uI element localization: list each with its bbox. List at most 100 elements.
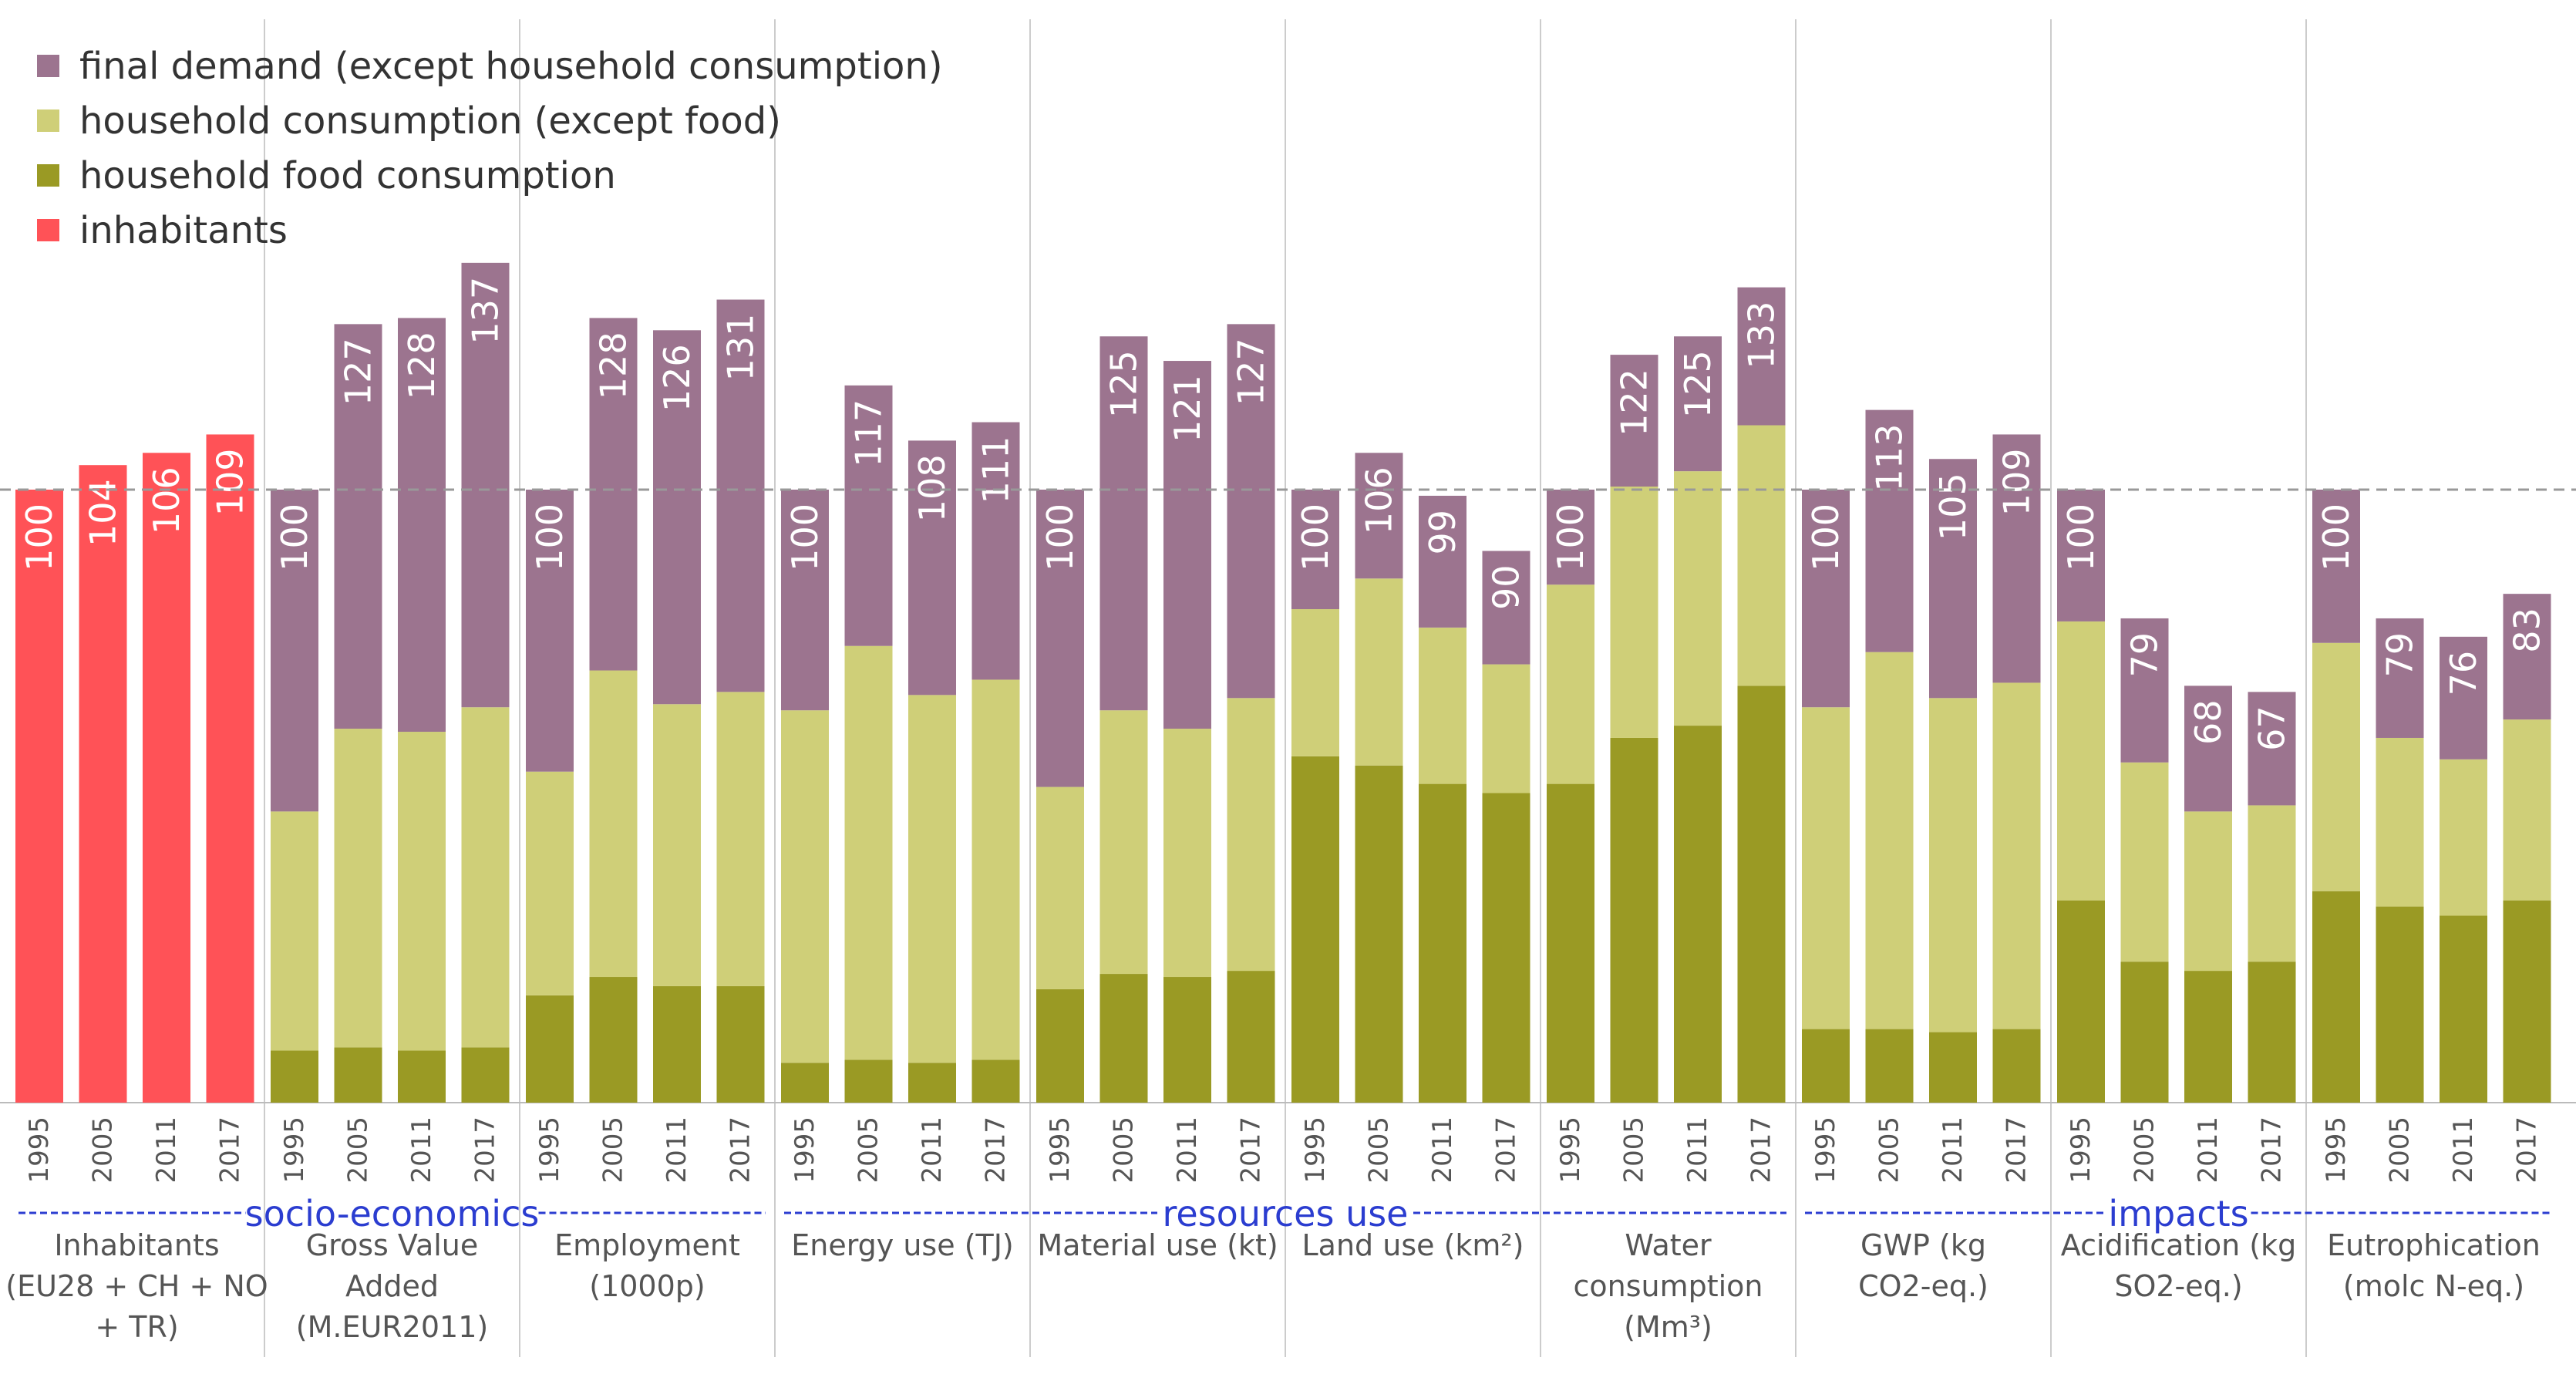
bar-segment-final-demand bbox=[1482, 551, 1530, 665]
bar-segment-food bbox=[1482, 793, 1530, 1103]
bar-segment-final-demand bbox=[2184, 685, 2232, 812]
legend-swatch bbox=[37, 55, 59, 77]
bar-segment-food bbox=[844, 1059, 893, 1103]
indicator-label: GWP (kg bbox=[1860, 1228, 1986, 1262]
bar-value-label: 76 bbox=[2443, 651, 2484, 696]
year-tick-label: 2011 bbox=[1172, 1117, 1203, 1184]
year-tick-label: 1995 bbox=[1045, 1117, 1076, 1184]
bar-value-label: 100 bbox=[2315, 504, 2357, 571]
bar-value-label: 108 bbox=[911, 454, 953, 522]
year-tick-label: 1995 bbox=[279, 1117, 310, 1184]
bar-segment-household bbox=[716, 692, 765, 986]
bar-value-label: 67 bbox=[2251, 706, 2293, 751]
legend-label: inhabitants bbox=[79, 208, 288, 252]
year-tick-label: 2017 bbox=[1236, 1117, 1267, 1184]
bar-segment-household bbox=[1227, 698, 1275, 972]
bar-segment-food bbox=[461, 1047, 510, 1103]
bar-segment-household bbox=[1547, 584, 1594, 784]
bar-segment-food bbox=[1547, 783, 1594, 1103]
bar-segment-household bbox=[653, 704, 701, 986]
bar-segment-household bbox=[589, 670, 638, 978]
bar-segment-food bbox=[271, 1050, 318, 1103]
bar-segment-final-demand bbox=[1547, 490, 1594, 585]
bar-segment-household bbox=[1737, 425, 1786, 686]
bar-segment-final-demand bbox=[2248, 692, 2296, 806]
bar-segment-household bbox=[2376, 737, 2424, 907]
bar-segment-final-demand bbox=[1737, 287, 1786, 426]
bar-segment-household bbox=[334, 729, 382, 1048]
bar-segment-food bbox=[1674, 726, 1722, 1103]
bar-segment-household bbox=[908, 695, 956, 1063]
bar-segment-household bbox=[1482, 664, 1530, 793]
bar-segment-food bbox=[2440, 915, 2487, 1103]
bar-segment-food bbox=[1099, 974, 1148, 1103]
bar-inhabitants bbox=[206, 434, 254, 1103]
bar-segment-household bbox=[971, 679, 1020, 1060]
year-tick-label: 2017 bbox=[470, 1117, 501, 1184]
year-tick-label: 2005 bbox=[343, 1117, 374, 1184]
bar-segment-food bbox=[1610, 737, 1658, 1103]
bar-segment-final-demand bbox=[1610, 355, 1658, 487]
bar-value-label: 127 bbox=[1231, 338, 1272, 406]
bar-segment-household bbox=[2312, 642, 2360, 891]
bar-segment-household bbox=[1610, 487, 1658, 738]
indicator-label: Land use (km²) bbox=[1302, 1228, 1524, 1262]
year-tick-label: 2011 bbox=[151, 1117, 182, 1184]
bar-segment-final-demand bbox=[2503, 594, 2551, 720]
indicator-label: SO2-eq.) bbox=[2114, 1269, 2242, 1303]
bar-segment-food bbox=[971, 1059, 1020, 1103]
bar-value-label: 111 bbox=[975, 436, 1017, 504]
legend-item-household-food: household food consumption bbox=[37, 148, 943, 203]
bar-segment-final-demand bbox=[1802, 490, 1850, 708]
bar-segment-household bbox=[1355, 578, 1403, 766]
year-tick-label: 2005 bbox=[88, 1117, 119, 1184]
year-tick-label: 2005 bbox=[1874, 1117, 1905, 1184]
bar-segment-final-demand bbox=[1992, 434, 2041, 683]
legend-swatch bbox=[37, 109, 59, 132]
year-tick-label: 2005 bbox=[1364, 1117, 1395, 1184]
bar-segment-final-demand bbox=[461, 262, 510, 708]
bar-segment-household bbox=[2503, 719, 2551, 901]
bar-value-label: 105 bbox=[1932, 473, 1974, 541]
bar-segment-final-demand bbox=[1419, 495, 1466, 628]
bar-value-label: 100 bbox=[784, 504, 826, 571]
indicator-label: (molc N-eq.) bbox=[2343, 1269, 2524, 1303]
bar-segment-final-demand bbox=[1227, 324, 1275, 699]
bar-value-label: 106 bbox=[146, 467, 187, 534]
bar-value-label: 100 bbox=[1805, 504, 1847, 571]
bar-segment-household bbox=[526, 771, 574, 995]
legend-swatch bbox=[37, 164, 59, 187]
bar-segment-food bbox=[334, 1047, 382, 1103]
bar-segment-household bbox=[1163, 729, 1211, 978]
bar-value-label: 79 bbox=[2124, 632, 2166, 678]
bar-segment-final-demand bbox=[908, 440, 956, 696]
bar-value-label: 137 bbox=[465, 277, 507, 345]
indicator-label: Energy use (TJ) bbox=[791, 1228, 1014, 1262]
year-tick-label: 2011 bbox=[406, 1117, 437, 1184]
bar-segment-household bbox=[1291, 609, 1339, 756]
year-tick-label: 2005 bbox=[1619, 1117, 1650, 1184]
bar-value-label: 99 bbox=[1422, 510, 1463, 555]
bar-segment-food bbox=[1163, 977, 1211, 1103]
year-tick-label: 2017 bbox=[2512, 1117, 2543, 1184]
indicator-label: CO2-eq.) bbox=[1858, 1269, 1988, 1303]
indicator-label: + TR) bbox=[95, 1310, 178, 1344]
indicator-label: (1000p) bbox=[589, 1269, 705, 1303]
bar-segment-food bbox=[1227, 971, 1275, 1103]
bar-segment-food bbox=[2376, 906, 2424, 1103]
bar-value-label: 68 bbox=[2187, 699, 2229, 745]
bar-value-label: 109 bbox=[210, 448, 251, 516]
group-label: resources use bbox=[1163, 1193, 1409, 1234]
bar-segment-household bbox=[461, 707, 510, 1048]
year-tick-label: 2005 bbox=[2385, 1117, 2416, 1184]
bar-segment-food bbox=[653, 985, 701, 1103]
legend-item-final-demand: final demand (except household consumpti… bbox=[37, 39, 943, 93]
bar-segment-household bbox=[1802, 707, 1850, 1029]
bar-value-label: 126 bbox=[656, 344, 698, 412]
bar-segment-final-demand bbox=[2376, 618, 2424, 738]
bar-segment-food bbox=[2120, 962, 2169, 1103]
year-tick-label: 1995 bbox=[1300, 1117, 1331, 1184]
bar-segment-final-demand bbox=[1291, 490, 1339, 610]
bar-segment-food bbox=[526, 995, 574, 1103]
bar-segment-food bbox=[589, 977, 638, 1103]
